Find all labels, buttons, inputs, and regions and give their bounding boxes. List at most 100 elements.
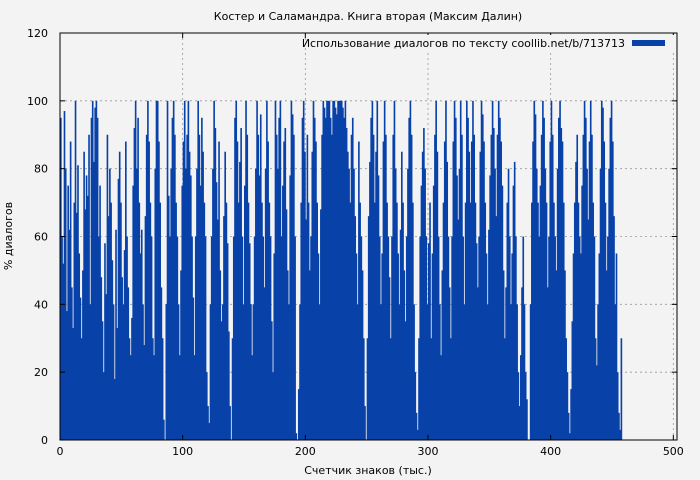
- bar: [182, 141, 185, 441]
- bar: [582, 134, 585, 440]
- bar: [576, 134, 579, 440]
- bar: [256, 100, 258, 440]
- bar: [424, 168, 426, 440]
- bar: [315, 141, 317, 441]
- bar: [299, 304, 301, 440]
- bar: [221, 304, 224, 440]
- bar: [356, 304, 359, 440]
- bar: [333, 100, 336, 440]
- bar: [300, 202, 303, 440]
- bar: [171, 117, 174, 441]
- bar: [165, 304, 168, 440]
- bar: [538, 236, 541, 440]
- bar: [228, 331, 230, 440]
- bar: [68, 229, 71, 440]
- bar: [483, 141, 485, 441]
- bar: [507, 168, 510, 440]
- bar: [463, 304, 466, 440]
- bar: [181, 185, 184, 440]
- bar: [573, 202, 576, 440]
- bar: [240, 127, 242, 440]
- bar: [116, 328, 119, 440]
- bar: [117, 178, 120, 440]
- bar: [474, 202, 477, 440]
- bar: [550, 100, 553, 440]
- bar: [261, 202, 263, 440]
- bar: [402, 202, 404, 440]
- bar: [542, 100, 544, 440]
- bar: [479, 151, 482, 441]
- bar: [137, 117, 139, 441]
- bar: [295, 433, 298, 440]
- bar: [301, 117, 304, 441]
- bar: [266, 100, 268, 440]
- bar: [533, 100, 536, 440]
- bar: [470, 141, 473, 441]
- bar: [588, 141, 591, 441]
- bar: [452, 141, 455, 441]
- bar: [351, 117, 354, 441]
- bar: [335, 114, 338, 441]
- bar: [531, 202, 533, 440]
- y-tick-label: 80: [34, 163, 48, 176]
- legend: Использование диалогов по тексту coollib…: [302, 35, 674, 51]
- bar: [614, 304, 617, 440]
- bar: [264, 168, 267, 440]
- bar: [277, 168, 279, 440]
- bar: [109, 168, 111, 440]
- bar: [441, 270, 444, 440]
- bar: [196, 168, 198, 440]
- bar: [497, 100, 500, 440]
- bar: [405, 236, 408, 440]
- bar-series: [60, 100, 623, 441]
- bar: [615, 253, 618, 440]
- bar: [369, 161, 371, 440]
- bar: [132, 185, 134, 440]
- y-tick-label: 0: [41, 434, 48, 447]
- bar: [147, 100, 149, 440]
- bar: [366, 338, 369, 440]
- bar: [136, 168, 138, 440]
- y-tick-label: 100: [27, 95, 48, 108]
- bar: [434, 134, 436, 440]
- bar: [201, 117, 203, 441]
- x-tick-label: 200: [295, 445, 316, 458]
- bar: [543, 117, 545, 441]
- bar: [616, 372, 619, 440]
- bar: [389, 338, 392, 440]
- bar: [600, 100, 603, 440]
- bar: [475, 243, 478, 440]
- bar: [414, 372, 417, 440]
- bar: [291, 114, 294, 441]
- bar: [350, 134, 353, 440]
- bar: [513, 161, 516, 440]
- bar: [207, 406, 209, 440]
- bar: [484, 202, 487, 440]
- bar: [318, 304, 321, 440]
- bar: [508, 236, 511, 440]
- bar: [237, 202, 240, 440]
- x-axis-ticks: 0 100 200 300 400 500: [57, 33, 684, 458]
- bar: [376, 100, 379, 440]
- bar: [163, 419, 165, 440]
- bar: [133, 127, 136, 440]
- bar: [79, 297, 82, 440]
- bar: [322, 100, 325, 440]
- bar: [587, 219, 590, 440]
- bar: [69, 141, 72, 441]
- bar: [89, 304, 92, 440]
- bar: [599, 168, 602, 440]
- bar: [572, 253, 575, 440]
- bar: [567, 412, 570, 440]
- bar: [71, 287, 73, 440]
- bar: [478, 236, 480, 440]
- bar: [205, 372, 208, 440]
- bar: [64, 168, 67, 440]
- bar: [257, 134, 260, 440]
- bar: [95, 100, 98, 440]
- bar: [446, 161, 449, 440]
- bar: [161, 338, 164, 440]
- bar: [619, 429, 621, 440]
- bar: [382, 141, 385, 441]
- bar: [239, 161, 241, 440]
